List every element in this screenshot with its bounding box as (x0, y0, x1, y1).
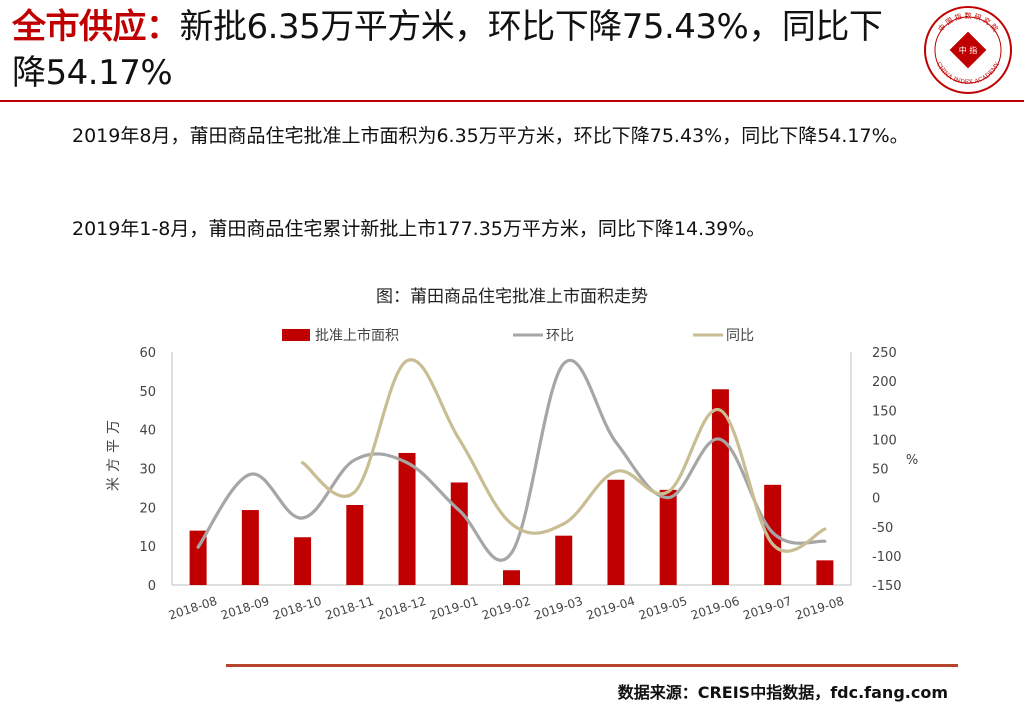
x-tick-label: 2018-11 (324, 594, 376, 623)
bar-area (659, 489, 677, 585)
line-mom (196, 358, 827, 562)
bar-series-layer (189, 389, 834, 585)
x-tick-label: 2018-08 (167, 594, 219, 623)
bar-area (294, 537, 312, 585)
y-axis-label-left-char: 米 (106, 477, 122, 491)
y-axis-label-left-char: 平 (106, 439, 122, 453)
footer-divider (226, 664, 958, 667)
page-title-highlight: 全市供应： (12, 7, 180, 47)
line-yoy (300, 358, 827, 553)
bar-area (607, 479, 625, 585)
y-tick-label-left: 0 (148, 579, 156, 594)
chart-legend: 批准上市面积 环比 同比 (282, 327, 754, 344)
bar-area (503, 570, 520, 585)
x-tick-label: 2019-01 (428, 594, 480, 623)
bar-area (189, 530, 207, 585)
x-tick-label: 2019-07 (741, 594, 793, 623)
y-tick-label-right: -150 (872, 579, 902, 594)
y-tick-label-left: 40 (139, 424, 156, 439)
y-tick-label-right: -50 (872, 521, 893, 536)
bar-area (346, 505, 364, 585)
y-tick-label-left: 50 (139, 385, 156, 400)
y-tick-label-right: 0 (872, 492, 880, 507)
legend-swatch-bar (282, 329, 310, 341)
title-divider (0, 100, 1024, 102)
bar-area (450, 482, 468, 585)
legend-label: 环比 (546, 328, 574, 344)
y-tick-label-right: 50 (872, 463, 889, 478)
page-title: 全市供应：新批6.35万平方米，环比下降75.43%，同比下降54.17% (12, 4, 912, 96)
y-axis-label-left-char: 方 (106, 458, 122, 472)
x-tick-label: 2018-09 (219, 594, 271, 623)
y-tick-label-right: 250 (872, 346, 897, 361)
chart-title: 图：莆田商品住宅批准上市面积走势 (376, 287, 648, 307)
y-tick-label-left: 60 (139, 346, 156, 361)
x-tick-label: 2019-04 (585, 594, 637, 623)
x-tick-label: 2019-02 (480, 594, 532, 623)
x-tick-label: 2019-05 (637, 594, 689, 623)
legend-label: 同比 (726, 328, 754, 344)
legend-label: 批准上市面积 (315, 327, 399, 344)
data-source: 数据来源：CREIS中指数据，fdc.fang.com (617, 683, 948, 702)
bar-area (398, 452, 416, 585)
y-tick-label-right: -100 (872, 550, 902, 565)
paragraph-monthly: 2019年8月，莆田商品住宅批准上市面积为6.35万平方米，环比下降75.43%… (72, 125, 909, 147)
china-index-academy-logo: 中 国 指 数 研 究 院 CHINA INDEX ACADEMY 中 指 (924, 6, 1012, 94)
y-tick-label-right: 100 (872, 433, 897, 448)
y-tick-label-left: 20 (139, 501, 156, 516)
x-tick-label: 2018-10 (271, 594, 323, 623)
y-tick-label-left: 30 (139, 463, 156, 478)
y-axis-label-right: % (906, 453, 918, 468)
bar-area (241, 510, 259, 585)
logo-center-text: 中 指 (959, 45, 978, 55)
x-tick-label: 2019-08 (794, 594, 846, 623)
paragraph-cumulative: 2019年1-8月，莆田商品住宅累计新批上市177.35万平方米，同比下降14.… (72, 218, 766, 240)
x-tick-label: 2019-03 (532, 594, 584, 623)
y-tick-label-left: 10 (139, 540, 156, 555)
y-tick-label-right: 200 (872, 375, 897, 390)
bar-area (816, 560, 834, 585)
x-tick-label: 2018-12 (376, 594, 428, 623)
y-tick-label-right: 150 (872, 404, 897, 419)
line-series-layer (196, 358, 827, 562)
bar-area (555, 535, 573, 585)
page-title-rest: 新批6.35万平方米，环比下降75.43%，同比下降54.17% (12, 7, 883, 93)
bar-area (764, 484, 782, 585)
chart-area: 批准上市面积 环比 同比 0 10 20 30 40 50 60 -150 -100 -50 0 50 10… (106, 327, 918, 623)
x-tick-label: 2019-06 (689, 594, 741, 623)
y-axis-label-left-char: 万 (106, 420, 122, 434)
